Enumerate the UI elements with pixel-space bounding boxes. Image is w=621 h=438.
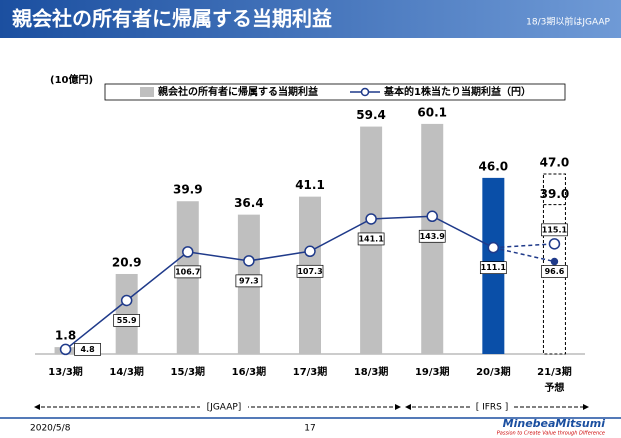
- legend: [104, 83, 566, 101]
- bar-label: 36.4: [234, 196, 264, 210]
- point-label: 106.7: [175, 267, 200, 276]
- x-tick-label: 13/3期: [48, 365, 83, 378]
- point-label-box: [113, 314, 141, 327]
- point-label: 111.1: [481, 263, 507, 272]
- point: [426, 210, 438, 223]
- point-label: 97.3: [239, 276, 259, 285]
- x-tick-label: 15/3期: [171, 365, 206, 378]
- x-tick-label: 17/3期: [293, 365, 328, 378]
- point-label: 143.9: [420, 232, 446, 241]
- header-band: [0, 0, 621, 38]
- x-tick-label: 19/3期: [415, 365, 450, 378]
- point-label-box: [541, 265, 568, 278]
- forecast-point: [548, 238, 561, 250]
- forecast-label: 予想: [544, 381, 564, 394]
- footer-date: 2020/5/8: [30, 424, 71, 434]
- tagline: Passion to Create Value through Differen…: [497, 431, 605, 437]
- bar-label: 41.1: [295, 178, 325, 192]
- point-label: 107.3: [297, 267, 322, 276]
- legend-label: 基本的1株当たり当期利益（円）: [383, 85, 531, 98]
- point: [182, 246, 194, 258]
- point-label-box: [479, 261, 507, 275]
- point: [365, 213, 377, 225]
- legend-label: 親会社の所有者に帰属する当期利益: [158, 85, 318, 98]
- x-tick-label: 20/3期: [476, 365, 511, 378]
- bar-label: 39.0: [540, 187, 570, 201]
- point-label-box: [235, 274, 263, 288]
- bar-label: 46.0: [479, 159, 509, 173]
- forecast-line: [493, 246, 555, 263]
- legend-marker: [360, 87, 370, 97]
- point-label-box: [357, 232, 385, 246]
- point: [120, 294, 133, 307]
- bar-label: 1.8: [55, 329, 76, 343]
- point: [304, 245, 316, 258]
- title: 親会社の所有者に帰属する当期利益: [12, 7, 332, 31]
- bar-label: 20.9: [112, 255, 142, 269]
- point-label-box: [174, 265, 202, 279]
- page-number: 17: [304, 424, 315, 434]
- point-label-box: [74, 343, 101, 356]
- period-label: [ IFRS ]: [476, 403, 509, 413]
- x-tick-label: 18/3期: [354, 365, 389, 378]
- point-label-box: [296, 264, 324, 278]
- point-label: 55.9: [117, 316, 137, 325]
- point-label: 96.6: [545, 267, 565, 276]
- bar-label: 59.4: [356, 108, 386, 122]
- bar: [115, 273, 138, 354]
- legend-swatch: [140, 87, 154, 97]
- bar-label: 39.9: [173, 183, 203, 197]
- forecast-point: [550, 257, 559, 266]
- line: [65, 215, 494, 350]
- period-bg: [200, 400, 248, 414]
- point-label-box: [418, 229, 446, 243]
- bar-label: 47.0: [540, 156, 570, 170]
- unit-label: (10億円): [50, 73, 93, 86]
- point-label-box: [541, 223, 568, 237]
- point-label: 115.1: [542, 225, 568, 234]
- point: [487, 241, 500, 254]
- x-tick-label: 16/3期: [232, 365, 267, 378]
- brand: MinebeaMitsumi: [503, 417, 606, 430]
- x-tick-label: 14/3期: [109, 365, 144, 378]
- period-label: [JGAAP]: [207, 403, 242, 413]
- point-label: 4.8: [80, 345, 95, 354]
- forecast-line: [493, 243, 555, 249]
- note: 18/3期以前はJGAAP: [526, 16, 610, 28]
- bar-label: 60.1: [417, 105, 447, 119]
- x-tick-label: 21/3期: [537, 365, 572, 378]
- point: [59, 343, 72, 356]
- point: [243, 255, 255, 267]
- period-bg: [470, 400, 514, 414]
- point-label: 141.1: [358, 234, 384, 243]
